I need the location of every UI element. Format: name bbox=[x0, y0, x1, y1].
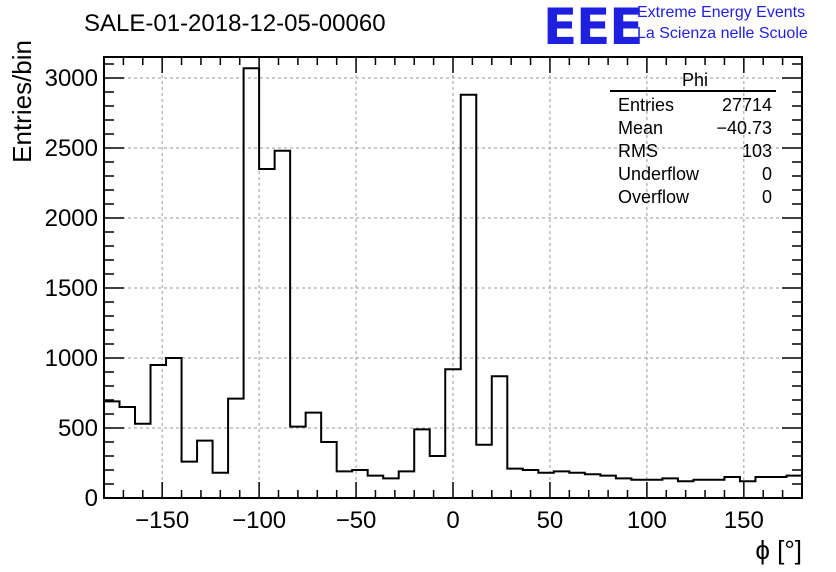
stats-label: Underflow bbox=[618, 164, 700, 184]
stats-row-overflow: Overflow 0 bbox=[610, 186, 776, 209]
stats-row-mean: Mean −40.73 bbox=[610, 117, 776, 140]
x-tick-label: −150 bbox=[135, 507, 189, 534]
tick-labels: −150 −100 −50 0 50 100 15005001000150020002500… bbox=[45, 65, 764, 534]
y-tick-label: 500 bbox=[58, 415, 98, 442]
y-tick-label: 1000 bbox=[45, 345, 98, 372]
stats-label: RMS bbox=[618, 141, 658, 161]
y-tick-label: 0 bbox=[85, 485, 98, 512]
chart-title: SALE-01-2018-12-05-00060 bbox=[84, 10, 386, 37]
logo-line-la-scienza: La Scienza nelle Scuole bbox=[637, 25, 808, 42]
axis-ticks bbox=[103, 57, 803, 499]
stats-row-underflow: Underflow 0 bbox=[610, 163, 776, 186]
x-tick-label: 150 bbox=[724, 507, 764, 534]
grid-lines bbox=[104, 57, 802, 498]
y-axis-label: Entries/bin bbox=[7, 40, 37, 163]
x-tick-label: −100 bbox=[232, 507, 286, 534]
stats-label: Mean bbox=[618, 118, 664, 138]
stats-row-rms: RMS 103 bbox=[610, 140, 776, 163]
stats-box-title: Phi bbox=[681, 70, 708, 90]
y-tick-label: 2500 bbox=[45, 135, 98, 162]
y-tick-label: 1500 bbox=[45, 275, 98, 302]
stats-label: Entries bbox=[618, 95, 675, 115]
stats-box: Phi Entries 27714 Mean −40.73 RMS 103 Un… bbox=[610, 70, 776, 209]
stats-value: −40.73 bbox=[716, 118, 772, 138]
stats-value: 27714 bbox=[721, 95, 772, 115]
x-tick-label: −50 bbox=[336, 507, 377, 534]
x-tick-label: 50 bbox=[537, 507, 564, 534]
stats-row-entries: Entries 27714 bbox=[610, 94, 776, 117]
stats-value: 103 bbox=[741, 141, 772, 161]
x-tick-label: 0 bbox=[446, 507, 459, 534]
y-tick-label: 3000 bbox=[45, 65, 98, 92]
stats-box-divider bbox=[610, 90, 776, 92]
x-axis-label: ϕ [°] bbox=[755, 535, 802, 565]
stats-label: Overflow bbox=[618, 187, 690, 207]
eee-logo: EEE bbox=[543, 0, 643, 56]
histogram-series bbox=[104, 67, 802, 483]
stats-value: 0 bbox=[761, 187, 772, 207]
logo-line-extreme-energy-events: Extreme Energy Events bbox=[637, 4, 806, 21]
x-tick-label: 100 bbox=[627, 507, 667, 534]
stats-value: 0 bbox=[761, 164, 772, 184]
y-tick-label: 2000 bbox=[45, 205, 98, 232]
